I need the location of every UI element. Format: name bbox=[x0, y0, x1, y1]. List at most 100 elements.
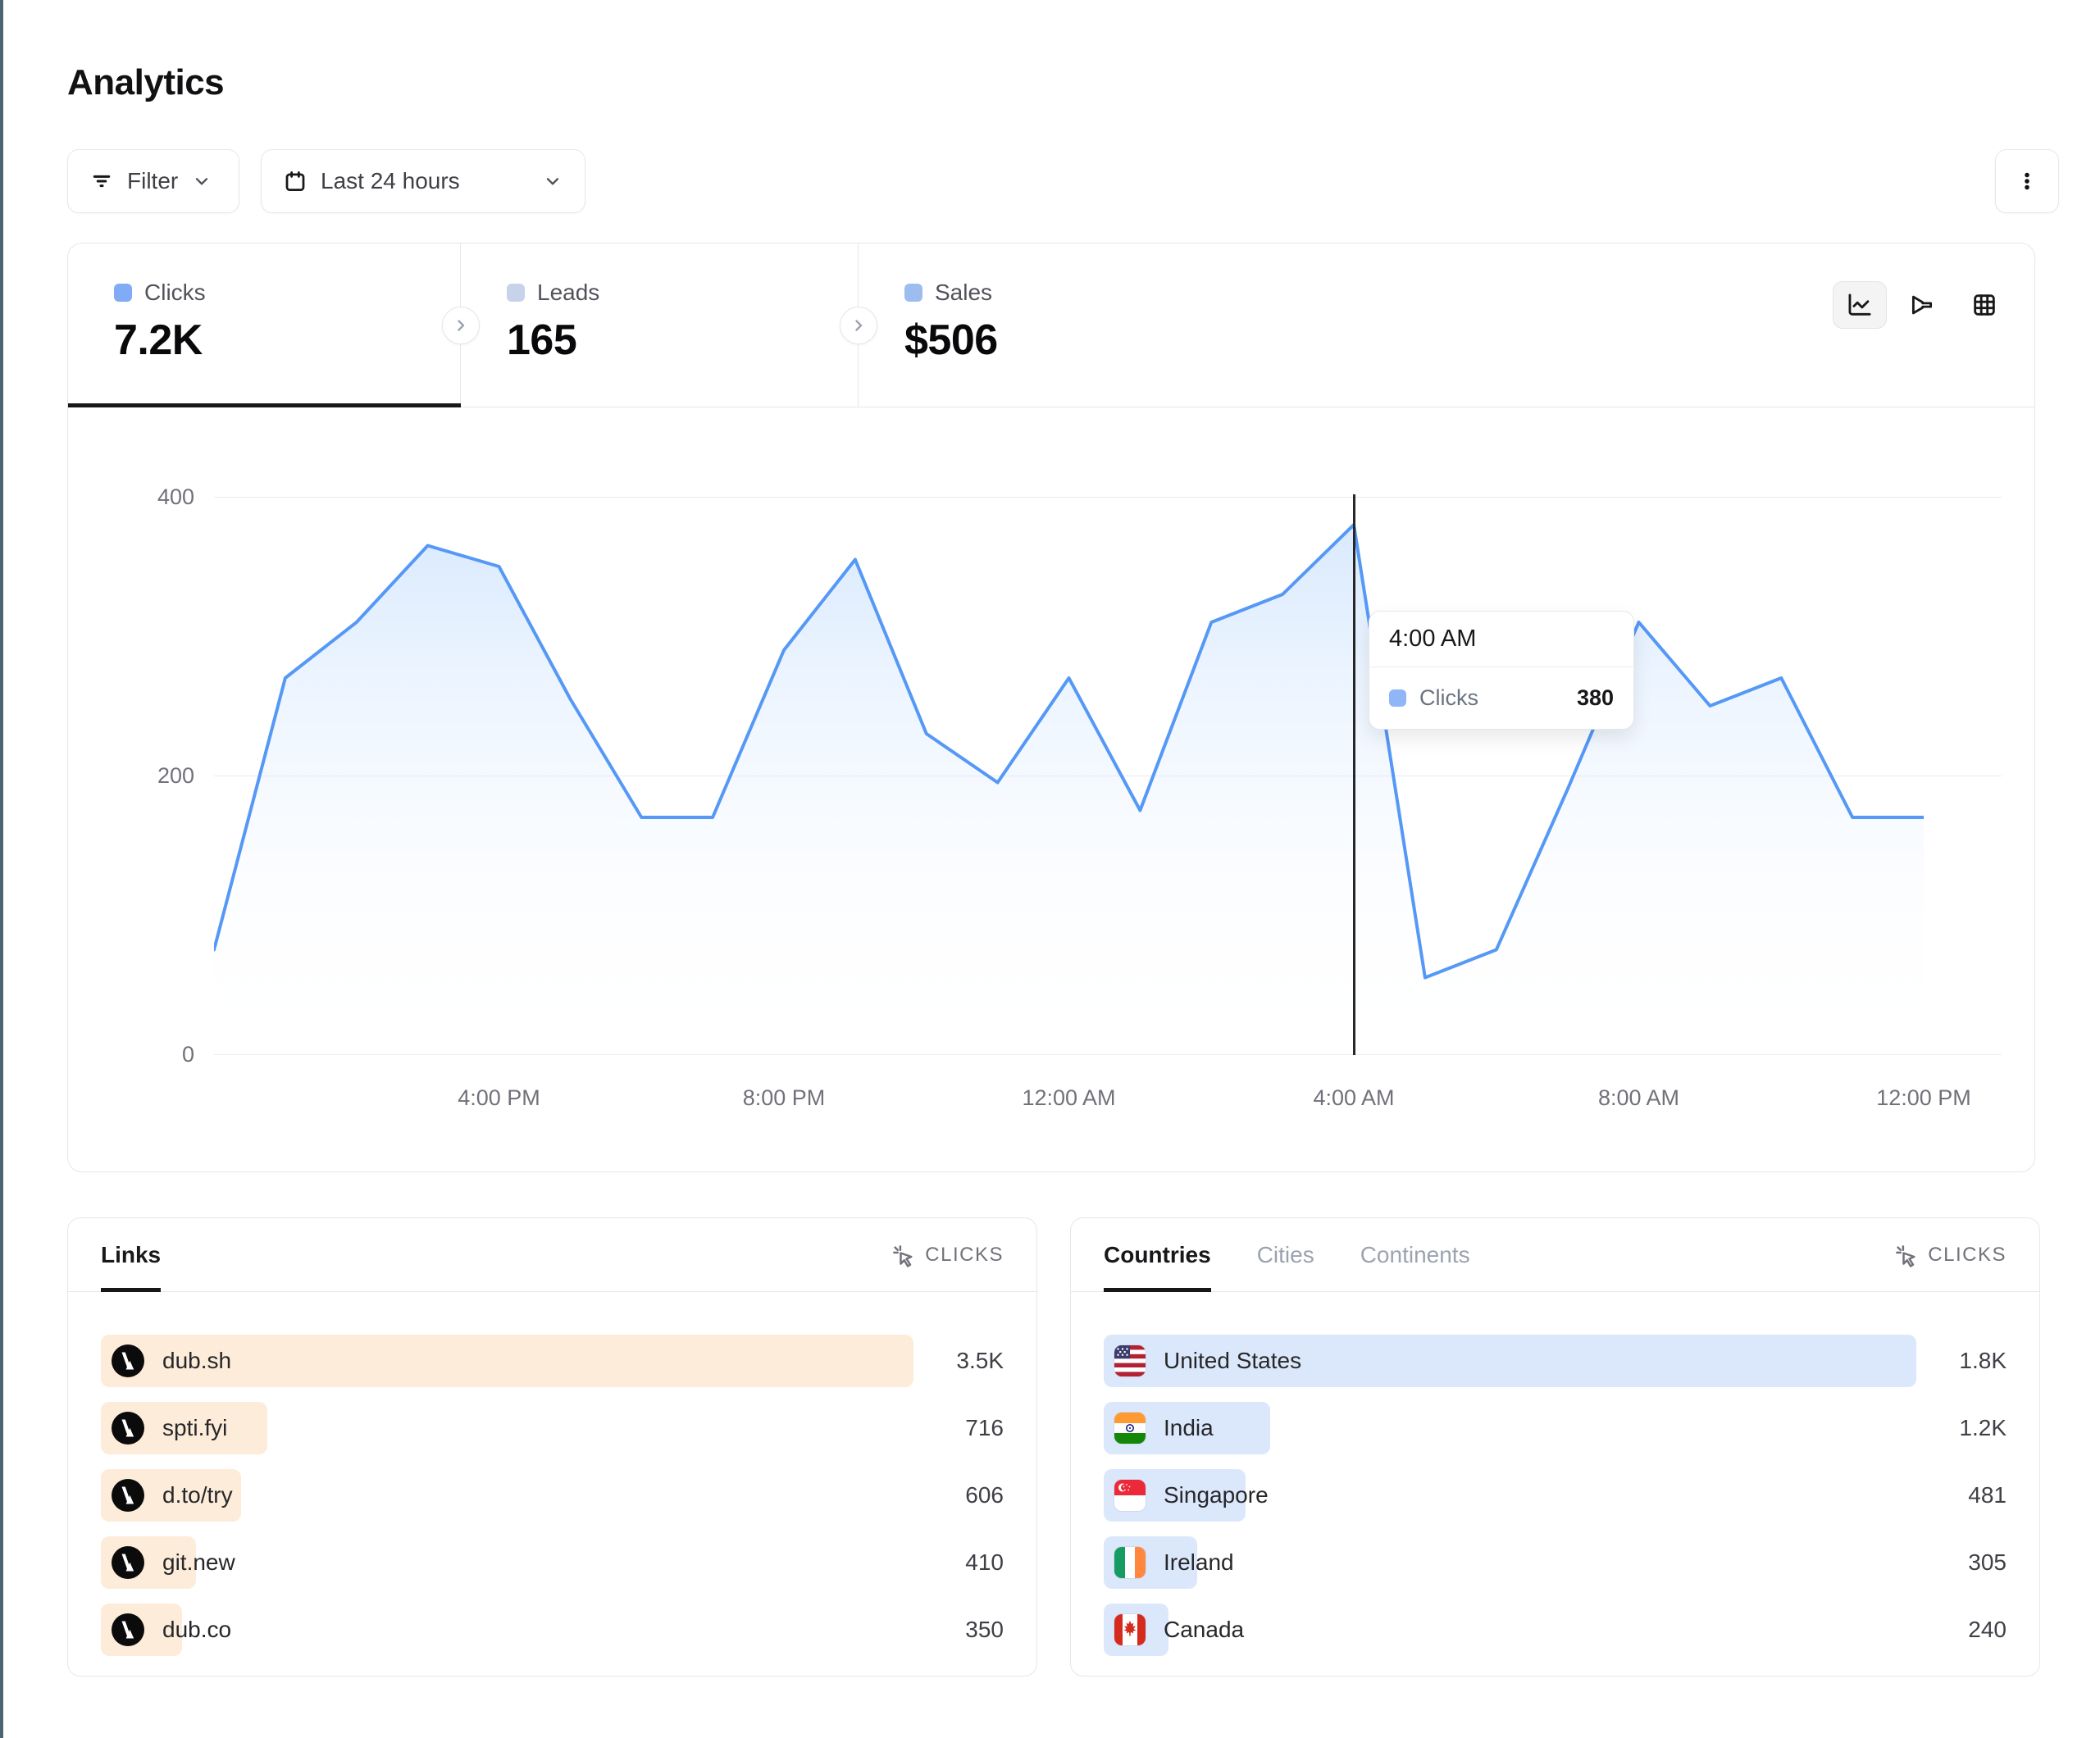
cursor-click-icon bbox=[1893, 1243, 1918, 1267]
filter-button[interactable]: Filter bbox=[67, 149, 239, 213]
country-row-value: 1.2K bbox=[1959, 1415, 2007, 1440]
country-row[interactable]: Singapore 481 bbox=[1104, 1469, 2007, 1522]
link-row-label: spti.fyi bbox=[162, 1415, 228, 1440]
x-axis-label: 8:00 PM bbox=[742, 1085, 826, 1110]
chevron-down-icon bbox=[542, 171, 563, 192]
filter-button-label: Filter bbox=[127, 168, 179, 193]
analytics-card: Clicks 7.2K Leads 165 Sales $506 bbox=[67, 243, 2035, 1172]
country-row-value: 481 bbox=[1968, 1482, 2007, 1508]
date-range-button[interactable]: Last 24 hours bbox=[261, 149, 585, 213]
tooltip-value: 380 bbox=[1576, 685, 1614, 710]
kebab-menu-icon bbox=[2015, 169, 2039, 193]
line-chart-icon bbox=[1848, 293, 1871, 316]
leads-value: 165 bbox=[507, 316, 577, 364]
tab-links[interactable]: Links bbox=[101, 1218, 162, 1292]
country-row[interactable]: Canada 240 bbox=[1104, 1604, 2007, 1656]
country-row[interactable]: India 1.2K bbox=[1104, 1402, 2007, 1454]
leads-legend-square bbox=[507, 284, 525, 302]
link-row[interactable]: dub.co 350 bbox=[101, 1604, 1004, 1656]
link-row[interactable]: spti.fyi 716 bbox=[101, 1402, 1004, 1454]
filter-icon bbox=[89, 169, 114, 193]
chevron-right-icon bbox=[855, 320, 863, 331]
sales-label: Sales bbox=[935, 280, 993, 305]
links-panel: Links CLICKS dub.sh 3.5K bbox=[67, 1217, 1037, 1677]
link-bar bbox=[101, 1335, 913, 1387]
link-row-label: dub.co bbox=[162, 1617, 232, 1642]
country-row[interactable]: Ireland 305 bbox=[1104, 1536, 2007, 1589]
x-axis-label: 8:00 AM bbox=[1597, 1085, 1680, 1110]
tab-countries[interactable]: Countries bbox=[1104, 1218, 1211, 1292]
link-row-value: 3.5K bbox=[956, 1348, 1004, 1373]
chart-type-switcher bbox=[1833, 281, 2011, 329]
country-bar bbox=[1104, 1335, 1916, 1387]
country-row[interactable]: United States 1.8K bbox=[1104, 1335, 2007, 1387]
dub-logo-icon bbox=[112, 1412, 144, 1445]
tooltip-legend-square bbox=[1389, 689, 1406, 707]
x-axis-label: 4:00 AM bbox=[1313, 1085, 1395, 1110]
calendar-icon bbox=[283, 169, 307, 193]
dub-logo-icon bbox=[112, 1344, 144, 1377]
gridline-400 bbox=[214, 497, 2002, 498]
india-flag-icon bbox=[1114, 1413, 1146, 1444]
funnel-chart-icon bbox=[1911, 295, 1933, 315]
link-row-label: dub.sh bbox=[162, 1348, 232, 1373]
us-flag-icon bbox=[1114, 1345, 1146, 1376]
clicks-value: 7.2K bbox=[114, 316, 203, 364]
country-row-label: India bbox=[1164, 1415, 1214, 1440]
links-metric-label: CLICKS bbox=[925, 1243, 1004, 1266]
stats-tabs: Clicks 7.2K Leads 165 Sales $506 bbox=[68, 243, 2034, 407]
clicks-legend-square bbox=[114, 284, 132, 302]
country-row-value: 240 bbox=[1968, 1617, 2007, 1642]
country-row-label: United States bbox=[1164, 1348, 1302, 1373]
country-row-label: Singapore bbox=[1164, 1482, 1269, 1508]
more-options-button[interactable] bbox=[1995, 149, 2059, 213]
link-row-label: git.new bbox=[162, 1549, 235, 1575]
link-row-value: 350 bbox=[965, 1617, 1004, 1642]
sales-value: $506 bbox=[904, 316, 998, 364]
stat-tab-sales[interactable]: Sales $506 bbox=[859, 243, 2034, 407]
dub-logo-icon bbox=[112, 1546, 144, 1579]
tooltip-time: 4:00 AM bbox=[1369, 612, 1633, 667]
sales-legend-square bbox=[904, 284, 922, 302]
page-title: Analytics bbox=[67, 62, 225, 102]
country-row-label: Canada bbox=[1164, 1617, 1245, 1642]
table-grid-icon bbox=[1974, 294, 1995, 316]
line-chart-view-button[interactable] bbox=[1833, 281, 1887, 329]
funnel-chart-view-button[interactable] bbox=[1895, 281, 1949, 329]
x-axis-label: 12:00 AM bbox=[1022, 1085, 1116, 1110]
tooltip-series-label: Clicks bbox=[1419, 685, 1478, 710]
table-view-button[interactable] bbox=[1957, 281, 2011, 329]
links-metric-sort[interactable]: CLICKS bbox=[891, 1243, 1004, 1267]
y-axis-label: 0 bbox=[181, 1042, 194, 1067]
dub-logo-icon bbox=[112, 1613, 144, 1646]
leads-label: Leads bbox=[537, 280, 600, 305]
x-axis-label: 12:00 PM bbox=[1876, 1085, 1971, 1110]
chevron-down-icon bbox=[191, 171, 212, 192]
country-row-value: 305 bbox=[1968, 1549, 2007, 1575]
tab-continents[interactable]: Continents bbox=[1360, 1241, 1470, 1267]
x-axis-label: 4:00 PM bbox=[458, 1085, 540, 1110]
link-row-value: 716 bbox=[965, 1415, 1004, 1440]
expand-clicks-chevron-button[interactable] bbox=[442, 307, 480, 344]
expand-leads-chevron-button[interactable] bbox=[840, 307, 877, 344]
geo-panel-header: Countries Cities Continents CLICKS bbox=[1071, 1218, 2039, 1292]
stat-tab-clicks[interactable]: Clicks 7.2K bbox=[68, 243, 461, 407]
gridline-0 bbox=[214, 1054, 2002, 1055]
date-range-label: Last 24 hours bbox=[321, 168, 460, 193]
link-row[interactable]: dub.sh 3.5K bbox=[101, 1335, 1004, 1387]
ireland-flag-icon bbox=[1114, 1547, 1146, 1578]
stat-tab-leads[interactable]: Leads 165 bbox=[461, 243, 859, 407]
tab-cities[interactable]: Cities bbox=[1256, 1241, 1314, 1267]
sidebar-edge bbox=[0, 0, 3, 1738]
link-row[interactable]: d.to/try 606 bbox=[101, 1469, 1004, 1522]
link-row[interactable]: git.new 410 bbox=[101, 1536, 1004, 1589]
clicks-label: Clicks bbox=[144, 280, 206, 305]
geo-metric-sort[interactable]: CLICKS bbox=[1893, 1243, 2007, 1267]
chart-hover-line bbox=[1352, 494, 1355, 1055]
cursor-click-icon bbox=[891, 1243, 915, 1267]
chevron-right-icon bbox=[458, 320, 465, 331]
dub-logo-icon bbox=[112, 1479, 144, 1512]
chart-canvas bbox=[214, 523, 1924, 1054]
clicks-area-chart[interactable]: 400 200 0 4:00 AM Clicks 380 bbox=[157, 483, 2002, 1110]
link-row-value: 410 bbox=[965, 1549, 1004, 1575]
